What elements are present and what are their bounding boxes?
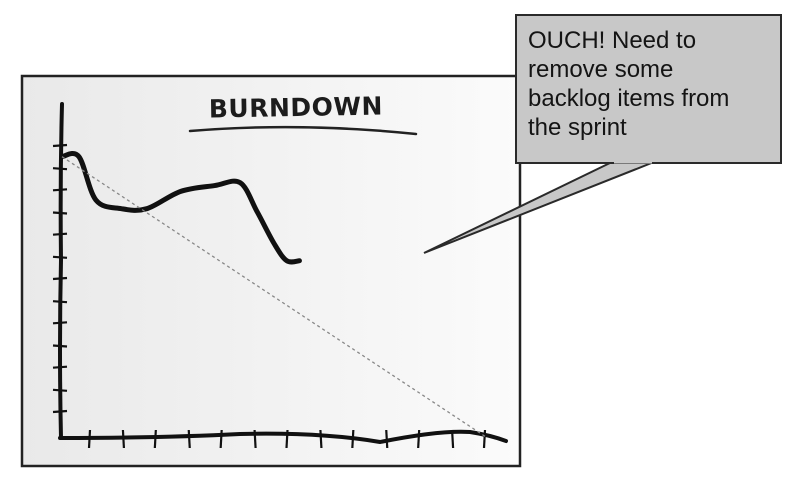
x-tick [189, 430, 190, 448]
x-tick [287, 430, 288, 448]
y-tick [53, 145, 67, 146]
x-tick [155, 430, 156, 448]
y-tick [53, 234, 67, 235]
y-tick [53, 213, 67, 214]
y-tick [53, 390, 67, 391]
y-tick [53, 411, 67, 412]
callout-line: OUCH! Need to [528, 26, 778, 55]
y-tick [53, 346, 67, 347]
y-tick [53, 189, 67, 190]
x-tick [418, 430, 419, 448]
x-tick [452, 430, 453, 448]
y-tick [53, 301, 67, 302]
y-tick [53, 278, 67, 279]
whiteboard-panel [22, 76, 520, 466]
x-tick [352, 430, 353, 448]
x-tick [484, 430, 485, 448]
callout-line: the sprint [528, 113, 778, 142]
x-tick [320, 430, 321, 448]
x-tick [123, 430, 124, 448]
callout-text: OUCH! Need to remove some backlog items … [528, 26, 778, 142]
x-tick [255, 430, 256, 448]
y-axis [60, 104, 62, 438]
callout-line: backlog items from [528, 84, 778, 113]
callout-line: remove some [528, 55, 778, 84]
x-tick [89, 430, 90, 448]
x-tick [386, 430, 387, 448]
y-tick [53, 322, 67, 323]
y-tick [53, 257, 67, 258]
y-tick [53, 168, 67, 169]
chart-title: BURNDOWN [209, 91, 384, 123]
x-tick [221, 430, 222, 448]
y-tick [53, 367, 67, 368]
